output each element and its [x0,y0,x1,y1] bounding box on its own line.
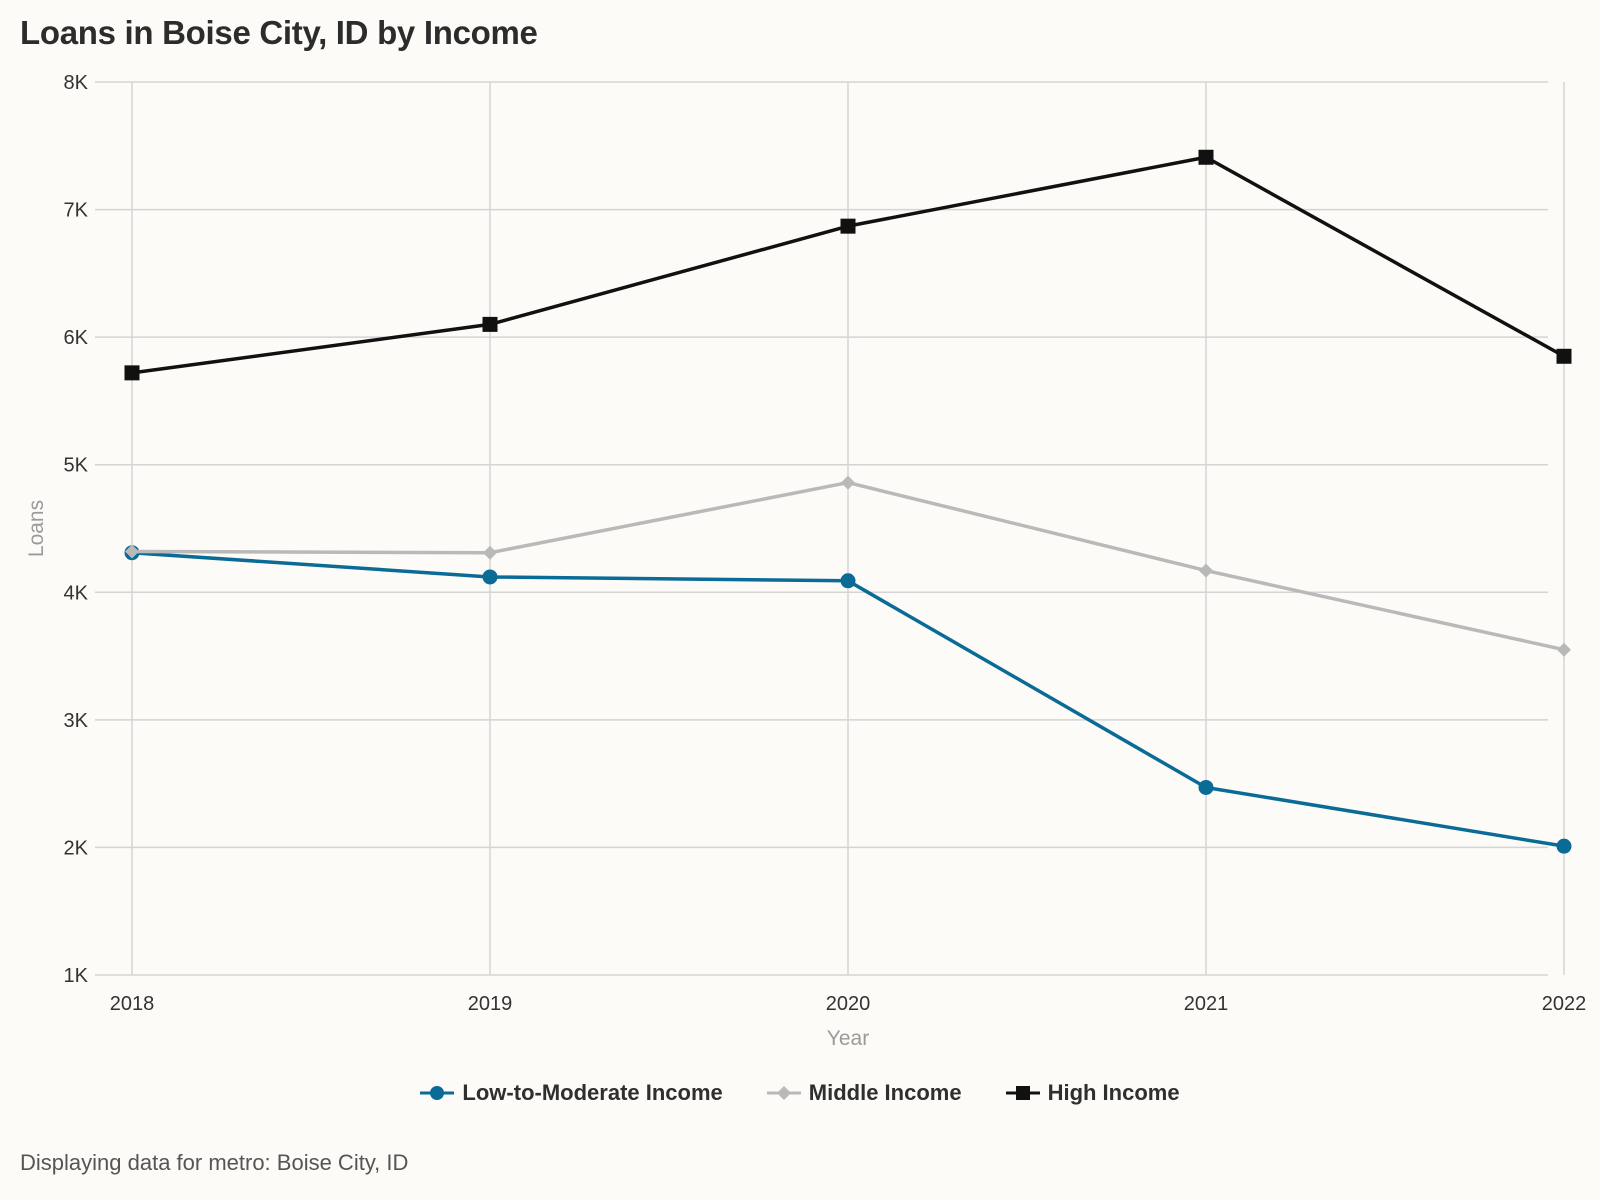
y-tick-label: 1K [64,965,89,987]
x-tick-label: 2019 [468,993,513,1015]
y-tick-label: 7K [64,200,89,222]
y-tick-label: 6K [64,327,89,349]
legend-label: Low-to-Moderate Income [462,1080,723,1105]
data-point-low-to-moderate-income[interactable] [482,569,498,585]
y-tick-label: 3K [64,710,89,732]
x-tick-label: 2018 [110,993,155,1015]
data-point-middle-income[interactable] [483,545,497,560]
y-tick-label: 4K [64,582,89,604]
data-point-high-income[interactable] [1198,149,1214,165]
data-point-high-income[interactable] [124,365,140,381]
y-tick-label: 8K [64,72,89,94]
y-axis-title: Loans [25,500,48,557]
diamond-marker-icon [766,1086,801,1100]
data-point-low-to-moderate-income[interactable] [1198,779,1214,795]
circle-marker-icon [420,1086,455,1100]
footnote: Displaying data for metro: Boise City, I… [20,1150,409,1175]
x-tick-label: 2022 [1542,993,1587,1015]
data-point-middle-income[interactable] [1199,563,1213,578]
data-point-middle-income[interactable] [1557,642,1571,657]
x-tick-label: 2021 [1184,993,1229,1015]
data-point-middle-income[interactable] [841,475,855,490]
data-point-high-income[interactable] [482,316,498,332]
legend-item-middle-income[interactable]: Middle Income [766,1080,962,1106]
data-point-middle-income[interactable] [125,544,139,559]
chart-title: Loans in Boise City, ID by Income [20,14,538,51]
x-axis-title: Year [827,1027,869,1050]
data-point-low-to-moderate-income[interactable] [1556,838,1572,854]
x-tick-label: 2020 [826,993,871,1015]
data-point-low-to-moderate-income[interactable] [840,573,856,589]
x-tick-labels: 2018 2019 2020 2021 2022 [110,993,1587,1015]
legend-label: Middle Income [808,1080,962,1105]
legend-label: High Income [1047,1080,1180,1105]
y-tick-labels: 1K 2K 3K 4K 5K 6K 7K 8K [64,72,89,987]
series-lines [124,149,1572,854]
gridlines [95,81,1565,976]
data-point-high-income[interactable] [840,218,856,234]
legend: Low-to-Moderate Income Middle Income Hig… [0,1080,1600,1106]
square-marker-icon [1005,1086,1040,1100]
legend-item-high-income[interactable]: High Income [1005,1080,1180,1106]
y-tick-label: 5K [64,455,89,477]
y-tick-label: 2K [64,837,89,859]
data-point-high-income[interactable] [1556,348,1572,364]
legend-item-low-to-moderate-income[interactable]: Low-to-Moderate Income [420,1080,723,1106]
